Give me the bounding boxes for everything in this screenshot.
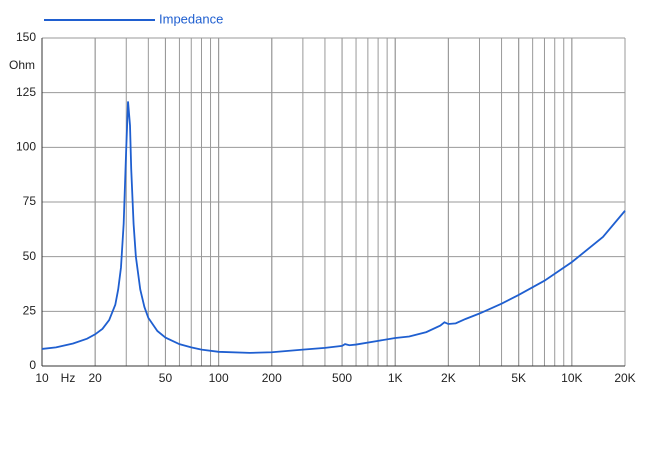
x-tick-label: 5K (511, 371, 526, 385)
x-tick-label: 2K (441, 371, 456, 385)
y-tick-label: 75 (23, 194, 37, 208)
y-tick-label: 150 (16, 30, 36, 44)
x-tick-label: 200 (262, 371, 282, 385)
x-tick-label: 10K (561, 371, 582, 385)
legend-label: Impedance (159, 11, 223, 26)
y-tick-label: 100 (16, 140, 36, 154)
x-tick-label: 10 (35, 371, 49, 385)
y-tick-label: 25 (23, 304, 37, 318)
y-tick-label: 125 (16, 85, 36, 99)
x-tick-label: 20K (614, 371, 635, 385)
x-tick-label: 500 (332, 371, 352, 385)
x-tick-label: 20 (88, 371, 102, 385)
x-unit: Hz (61, 371, 76, 385)
y-tick-label: 0 (29, 358, 36, 372)
y-tick-label: 50 (23, 249, 37, 263)
line (41, 101, 626, 354)
x-tick-label: 100 (209, 371, 229, 385)
y-unit: Ohm (9, 58, 35, 72)
x-tick-label: 50 (159, 371, 173, 385)
x-tick-label: 1K (388, 371, 403, 385)
